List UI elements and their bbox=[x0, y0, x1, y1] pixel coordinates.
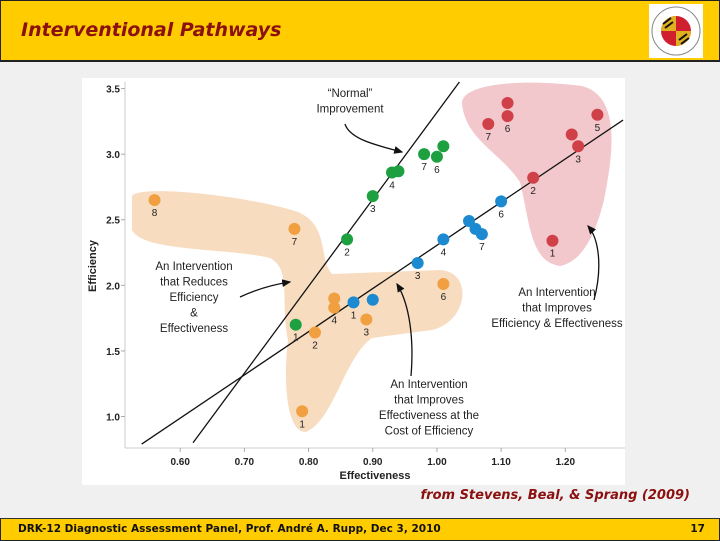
red-data-point bbox=[501, 110, 514, 123]
annotation-text: Improvement bbox=[316, 104, 384, 116]
green-data-point bbox=[366, 190, 379, 203]
trend-line bbox=[141, 119, 624, 445]
green-data-point bbox=[437, 140, 450, 153]
green-data-point bbox=[392, 165, 405, 178]
annotation-text: An Intervention bbox=[518, 287, 595, 299]
y-tick-label: 1.5 bbox=[106, 347, 120, 358]
slide-header: Interventional Pathways bbox=[0, 0, 720, 62]
annotation-text: “Normal” bbox=[328, 88, 373, 100]
red-data-point bbox=[501, 96, 514, 109]
x-tick-label: 0.90 bbox=[363, 457, 383, 468]
data-point-label: 8 bbox=[152, 208, 158, 219]
orange-data-point bbox=[308, 326, 321, 339]
data-point-label: 7 bbox=[486, 132, 492, 143]
x-tick-label: 0.60 bbox=[170, 457, 190, 468]
x-axis-label: Effectiveness bbox=[340, 470, 411, 482]
orange-data-point bbox=[288, 222, 301, 235]
y-tick-label: 2.5 bbox=[106, 216, 120, 227]
data-point-label: 2 bbox=[312, 341, 318, 352]
blue-data-point bbox=[411, 257, 424, 270]
source-credit: from Stevens, Beal, & Sprang (2009) bbox=[420, 488, 691, 503]
annotation-arrow bbox=[396, 282, 413, 377]
orange-data-point bbox=[437, 278, 450, 291]
data-point-label: 7 bbox=[421, 162, 427, 173]
y-axis-label: Efficiency bbox=[87, 239, 99, 292]
annotation-text: Effectiveness at the bbox=[379, 410, 479, 422]
annotation-text: that Improves bbox=[394, 395, 464, 407]
orange-data-point bbox=[296, 405, 309, 418]
red-data-point bbox=[572, 140, 585, 153]
annotation-text: Efficiency bbox=[169, 292, 218, 304]
annotation-text: & bbox=[190, 308, 198, 320]
y-tick-label: 2.0 bbox=[106, 281, 120, 292]
data-point-label: 3 bbox=[364, 327, 370, 338]
annotation-arrow bbox=[587, 225, 600, 301]
red-data-point bbox=[482, 117, 495, 130]
annotation-text: Cost of Efficiency bbox=[385, 426, 474, 438]
blue-data-point bbox=[475, 228, 488, 241]
y-tick-label: 3.5 bbox=[106, 85, 120, 96]
green-data-point bbox=[418, 148, 431, 161]
annotation-text: that Reduces bbox=[160, 277, 228, 289]
slide-title: Interventional Pathways bbox=[21, 19, 282, 41]
trend-line bbox=[192, 81, 460, 444]
region-reduces-efficiency-effectiveness bbox=[132, 191, 463, 432]
annotation-text: that Improves bbox=[522, 303, 592, 315]
green-data-point bbox=[430, 150, 443, 163]
data-point-label: 6 bbox=[505, 124, 511, 135]
y-tick-label: 3.0 bbox=[106, 150, 120, 161]
blue-data-point bbox=[366, 293, 379, 306]
annotation-arrow bbox=[239, 279, 292, 298]
x-tick-label: 1.10 bbox=[491, 457, 511, 468]
data-point-label: 1 bbox=[351, 310, 357, 321]
red-data-point bbox=[565, 128, 578, 141]
data-point-label: 3 bbox=[415, 271, 421, 282]
data-point-label: 4 bbox=[441, 247, 447, 258]
data-point-label: 6 bbox=[498, 209, 504, 220]
orange-data-point bbox=[328, 301, 341, 314]
x-tick-label: 1.00 bbox=[427, 457, 447, 468]
data-point-label: 6 bbox=[434, 165, 440, 176]
orange-data-point bbox=[328, 292, 341, 305]
green-data-point bbox=[289, 318, 302, 331]
orange-data-point bbox=[360, 313, 373, 326]
footer-text: DRK-12 Diagnostic Assessment Panel, Prof… bbox=[18, 523, 441, 535]
x-tick-label: 1.20 bbox=[556, 457, 576, 468]
annotation-arrow bbox=[344, 123, 404, 154]
annotation-text: An Intervention bbox=[155, 261, 232, 273]
x-tick-label: 0.80 bbox=[299, 457, 319, 468]
annotation-text: Efficiency & Effectiveness bbox=[491, 318, 623, 330]
data-point-label: 7 bbox=[292, 237, 298, 248]
y-tick-label: 1.0 bbox=[106, 413, 120, 424]
red-data-point bbox=[546, 234, 559, 247]
data-point-label: 3 bbox=[575, 154, 581, 165]
page-number: 17 bbox=[690, 523, 705, 535]
data-point-label: 1 bbox=[299, 419, 305, 430]
data-point-label: 4 bbox=[331, 316, 337, 327]
data-point-label: 7 bbox=[479, 242, 485, 253]
data-point-label: 1 bbox=[550, 249, 556, 260]
red-data-point bbox=[591, 108, 604, 121]
data-point-label: 1 bbox=[293, 333, 299, 344]
annotation-text: An Intervention bbox=[390, 379, 467, 391]
data-point-label: 5 bbox=[595, 123, 601, 134]
annotation-text: Effectiveness bbox=[160, 323, 228, 335]
blue-data-point bbox=[437, 233, 450, 246]
x-tick-label: 0.70 bbox=[235, 457, 255, 468]
red-data-point bbox=[527, 171, 540, 184]
data-point-label: 6 bbox=[441, 292, 447, 303]
data-point-label: 2 bbox=[344, 247, 350, 258]
data-point-label: 3 bbox=[370, 204, 376, 215]
green-data-point bbox=[341, 233, 354, 246]
orange-data-point bbox=[148, 194, 161, 207]
data-point-label: 2 bbox=[530, 186, 536, 197]
slide-footer: DRK-12 Diagnostic Assessment Panel, Prof… bbox=[0, 518, 720, 541]
blue-data-point bbox=[495, 195, 508, 208]
data-point-label: 4 bbox=[389, 181, 395, 192]
university-seal-logo bbox=[649, 4, 703, 58]
blue-data-point bbox=[347, 296, 360, 309]
